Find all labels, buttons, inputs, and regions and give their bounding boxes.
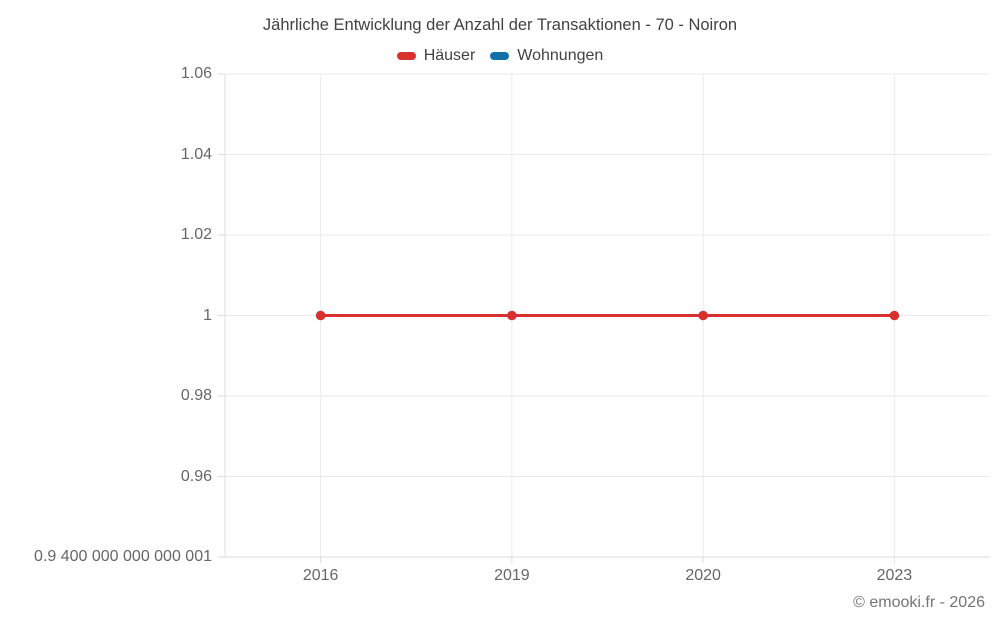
data-point-häuser-2023[interactable] <box>889 310 900 321</box>
legend-label-wohnungen: Wohnungen <box>517 47 604 64</box>
legend-swatch-haeuser-icon <box>396 52 416 60</box>
x-tick-label: 2019 <box>494 567 530 584</box>
y-tick-label: 0.9 400 000 000 000 001 <box>34 548 212 565</box>
legend-item-wohnungen[interactable]: Wohnungen <box>490 45 603 67</box>
y-tick-label: 1.04 <box>180 145 212 163</box>
y-tick-label: 1.06 <box>180 65 212 82</box>
legend: Häuser Wohnungen <box>0 45 1000 67</box>
legend-item-haeuser[interactable]: Häuser <box>396 45 476 67</box>
data-point-häuser-2020[interactable] <box>698 310 708 321</box>
y-tick-label: 1.02 <box>180 226 212 243</box>
y-tick-label: 0.98 <box>180 387 212 404</box>
chart-title: Jährliche Entwicklung der Anzahl der Tra… <box>262 16 738 34</box>
copyright-notice: © emooki.fr - 2026 <box>853 594 985 611</box>
data-point-häuser-2016[interactable] <box>315 310 326 321</box>
data-point-häuser-2019[interactable] <box>507 310 517 321</box>
x-tick-label: 2016 <box>302 567 339 584</box>
legend-swatch-wohnungen-icon <box>490 52 510 60</box>
x-tick-label: 2020 <box>685 567 721 584</box>
legend-label-haeuser: Häuser <box>423 47 476 64</box>
y-tick-label: 0.96 <box>180 467 212 485</box>
y-tick-label: 1 <box>203 306 212 324</box>
x-tick-label: 2023 <box>876 567 913 584</box>
